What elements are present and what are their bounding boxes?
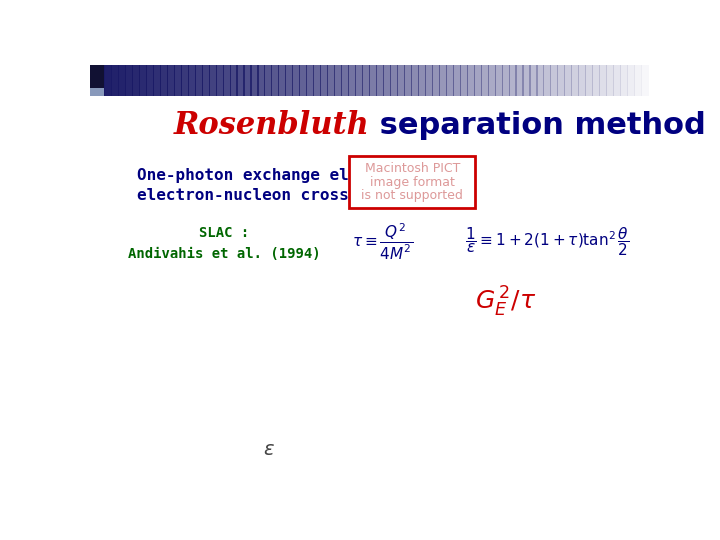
Text: Andivahis et al. (1994): Andivahis et al. (1994) xyxy=(127,247,320,261)
Bar xyxy=(634,65,642,96)
Bar xyxy=(264,65,272,96)
Bar xyxy=(362,65,370,96)
Bar xyxy=(222,65,230,96)
Bar xyxy=(438,65,447,96)
Bar xyxy=(459,65,468,96)
Text: is not supported: is not supported xyxy=(361,190,463,202)
Bar xyxy=(292,65,300,96)
Bar xyxy=(285,65,293,96)
Bar xyxy=(383,65,391,96)
Bar xyxy=(355,65,363,96)
Text: $\tau \equiv \dfrac{Q^2}{4M^2}$: $\tau \equiv \dfrac{Q^2}{4M^2}$ xyxy=(352,221,413,261)
Text: $\dfrac{1}{\varepsilon} \equiv 1 + 2(1+\tau)\tan^2\dfrac{\theta}{2}$: $\dfrac{1}{\varepsilon} \equiv 1 + 2(1+\… xyxy=(465,225,630,258)
Bar xyxy=(404,65,412,96)
Bar xyxy=(188,65,196,96)
Bar xyxy=(425,65,433,96)
Bar xyxy=(306,65,315,96)
Bar xyxy=(97,65,105,96)
Bar xyxy=(160,65,168,96)
Bar xyxy=(418,65,426,96)
Text: $G_E^{\,2} / \tau$: $G_E^{\,2} / \tau$ xyxy=(475,285,536,319)
Bar xyxy=(411,65,419,96)
Bar xyxy=(550,65,559,96)
Text: SLAC :: SLAC : xyxy=(199,226,249,240)
Bar xyxy=(145,65,154,96)
Bar xyxy=(279,65,287,96)
Bar xyxy=(481,65,489,96)
Bar xyxy=(181,65,189,96)
Bar xyxy=(502,65,510,96)
Bar xyxy=(487,65,495,96)
Bar xyxy=(516,65,523,96)
Bar xyxy=(132,65,140,96)
Bar xyxy=(369,65,377,96)
Text: separation method: separation method xyxy=(369,111,706,140)
Text: $\varepsilon$: $\varepsilon$ xyxy=(263,440,274,459)
Bar xyxy=(90,65,104,87)
Bar xyxy=(536,65,544,96)
Bar xyxy=(202,65,210,96)
Bar xyxy=(376,65,384,96)
Bar xyxy=(243,65,251,96)
Bar xyxy=(523,65,531,96)
Bar xyxy=(578,65,586,96)
Text: Rosenbluth: Rosenbluth xyxy=(174,110,369,140)
Text: image format: image format xyxy=(370,176,455,189)
Bar xyxy=(620,65,628,96)
Bar xyxy=(167,65,175,96)
Bar xyxy=(313,65,321,96)
FancyBboxPatch shape xyxy=(349,156,475,208)
Bar xyxy=(209,65,217,96)
Bar xyxy=(544,65,552,96)
Bar xyxy=(508,65,516,96)
Text: electron-nucleon cross section: electron-nucleon cross section xyxy=(138,188,426,203)
Bar xyxy=(90,87,104,96)
Text: Macintosh PICT: Macintosh PICT xyxy=(364,162,460,175)
Bar xyxy=(230,65,238,96)
Bar xyxy=(390,65,398,96)
Bar xyxy=(467,65,474,96)
Bar xyxy=(194,65,203,96)
Bar xyxy=(104,65,112,96)
Bar xyxy=(557,65,565,96)
Bar xyxy=(529,65,538,96)
Bar xyxy=(453,65,461,96)
Bar xyxy=(641,65,649,96)
Bar xyxy=(495,65,503,96)
Bar xyxy=(334,65,342,96)
Bar xyxy=(613,65,621,96)
Bar xyxy=(320,65,328,96)
Bar xyxy=(599,65,607,96)
Bar xyxy=(432,65,440,96)
Bar xyxy=(90,65,98,96)
Bar xyxy=(341,65,349,96)
Bar xyxy=(258,65,266,96)
Bar xyxy=(606,65,614,96)
Bar xyxy=(397,65,405,96)
Bar xyxy=(125,65,133,96)
Bar xyxy=(215,65,224,96)
Bar xyxy=(446,65,454,96)
Bar xyxy=(585,65,593,96)
Bar xyxy=(118,65,126,96)
Bar xyxy=(474,65,482,96)
Text: One-photon exchange elastic: One-photon exchange elastic xyxy=(138,167,397,183)
Bar xyxy=(348,65,356,96)
Bar xyxy=(236,65,245,96)
Bar xyxy=(139,65,147,96)
Bar xyxy=(300,65,307,96)
Bar xyxy=(174,65,181,96)
Bar xyxy=(593,65,600,96)
Bar xyxy=(627,65,635,96)
Bar xyxy=(571,65,580,96)
Bar xyxy=(271,65,279,96)
Bar xyxy=(111,65,119,96)
Bar xyxy=(251,65,258,96)
Bar xyxy=(564,65,572,96)
Bar xyxy=(327,65,336,96)
Bar xyxy=(153,65,161,96)
